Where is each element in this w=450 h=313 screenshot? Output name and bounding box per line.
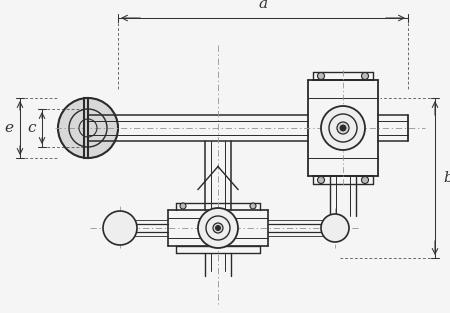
Text: c: c [27, 121, 36, 135]
Circle shape [340, 125, 346, 131]
Circle shape [250, 203, 256, 209]
Circle shape [180, 203, 186, 209]
Circle shape [213, 223, 223, 233]
Circle shape [337, 122, 349, 134]
Circle shape [103, 211, 137, 245]
Circle shape [198, 208, 238, 248]
Text: e: e [4, 121, 13, 135]
Text: b: b [443, 171, 450, 185]
Circle shape [58, 98, 118, 158]
Bar [84, 98, 88, 158]
Circle shape [318, 73, 324, 80]
Circle shape [216, 225, 220, 230]
Circle shape [321, 106, 365, 150]
Circle shape [318, 177, 324, 183]
Circle shape [361, 177, 369, 183]
Circle shape [321, 214, 349, 242]
Text: a: a [258, 0, 268, 11]
Circle shape [361, 73, 369, 80]
